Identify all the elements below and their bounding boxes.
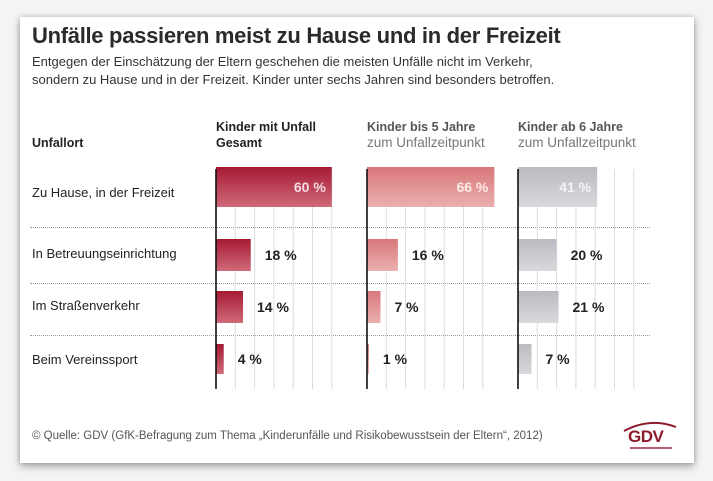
data-label: 14 % [257, 299, 289, 315]
column-header-line: Kinder ab 6 Jahre [518, 120, 623, 134]
row-label: Im Straßenverkehr [32, 298, 140, 313]
row-separator [30, 227, 650, 228]
row-separator [30, 335, 650, 336]
column-header-line: Kinder mit Unfall [216, 120, 317, 134]
data-label: 16 % [412, 247, 444, 263]
data-label: 60 % [294, 179, 326, 195]
logo-arc-icon [623, 421, 677, 432]
bar [518, 291, 559, 323]
data-label: 20 % [571, 247, 603, 263]
data-label: 18 % [265, 247, 297, 263]
category-column-header: Unfallort [32, 136, 84, 150]
bar [518, 239, 557, 271]
row-label: Zu Hause, in der Freizeit [32, 185, 175, 200]
bar [216, 291, 244, 323]
column-header-ab-6: Kinder ab 6 Jahre zum Unfallzeitpunkt [518, 119, 636, 151]
column-header-line: Gesamt [216, 136, 262, 150]
logo-underline [630, 447, 672, 449]
data-label: 21 % [573, 299, 605, 315]
column-header-line: zum Unfallzeitpunkt [518, 135, 636, 150]
data-label: 7 % [395, 299, 420, 315]
infographic-panel: Unfälle passieren meist zu Hause und in … [20, 17, 694, 463]
data-label: 7 % [546, 351, 571, 367]
column-header-gesamt: Kinder mit Unfall Gesamt [216, 119, 316, 151]
subtitle-line: Entgegen der Einschätzung der Eltern ges… [32, 54, 533, 69]
data-label: 41 % [559, 179, 591, 195]
bar [216, 344, 224, 374]
data-label: 66 % [456, 179, 488, 195]
bar [367, 344, 369, 374]
data-label: 1 % [383, 351, 408, 367]
subtitle-line: sondern zu Hause und in der Freizeit. Ki… [32, 72, 555, 87]
subtitle: Entgegen der Einschätzung der Eltern ges… [32, 53, 672, 89]
gdv-logo: GDV [620, 417, 680, 457]
source-note: © Quelle: GDV (GfK-Befragung zum Thema „… [32, 430, 543, 442]
bar [518, 344, 532, 374]
row-label: Beim Vereinssport [32, 352, 138, 367]
row-separator [30, 283, 650, 284]
logo-text: GDV [628, 427, 664, 446]
bar [216, 167, 332, 207]
column-header-line: zum Unfallzeitpunkt [367, 135, 485, 150]
data-label: 4 % [238, 351, 263, 367]
row-label: In Betreuungseinrichtung [32, 246, 177, 261]
bar [367, 167, 495, 207]
bar-chart: 60 % 18 % 14 % 4 % 66 % 16 % 7 % 1 % 41 % 20 % 21 … [215, 167, 635, 389]
bar [216, 239, 251, 271]
bar [367, 291, 381, 323]
column-header-bis-5: Kinder bis 5 Jahre zum Unfallzeitpunkt [367, 119, 485, 151]
bar [518, 167, 598, 207]
page-title: Unfälle passieren meist zu Hause und in … [32, 23, 561, 48]
bar [367, 239, 398, 271]
column-header-line: Kinder bis 5 Jahre [367, 120, 476, 134]
